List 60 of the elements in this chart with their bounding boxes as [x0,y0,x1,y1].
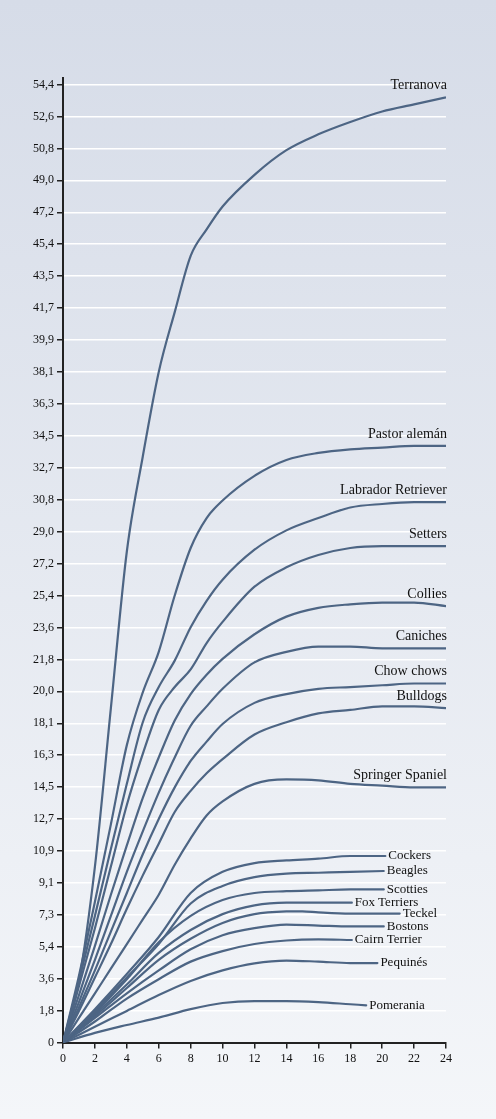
y-tick-label: 10,9 [33,843,54,858]
series-label: Labrador Retriever [340,481,448,497]
y-tick-label: 36,3 [33,395,54,410]
y-tick-label: 34,5 [33,428,54,443]
x-tick-label: 18 [344,1050,357,1065]
series-label: Caniches [395,627,447,643]
y-tick-label: 3,6 [39,970,54,985]
y-tick-label: 20,0 [33,683,54,698]
x-tick-label: 24 [440,1050,452,1065]
x-tick-label: 22 [408,1050,421,1065]
y-tick-label: 49,0 [33,172,54,187]
x-tick-label: 0 [60,1050,66,1065]
series-label: Beagles [386,862,428,878]
y-tick-label: 5,4 [39,939,54,953]
y-tick-label: 32,7 [33,459,54,474]
y-tick-label: 21,8 [33,651,54,666]
y-tick-label: 47,2 [33,204,54,219]
series-label: Collies [407,585,447,601]
x-tick-label: 10 [216,1050,229,1065]
series-label: Pastor alemán [368,425,447,441]
y-tick-label: 52,6 [33,108,54,123]
series-label: Chow chows [374,663,447,679]
y-tick-label: 25,4 [33,587,54,602]
series-label: Cockers [388,847,431,863]
y-tick-label: 14,5 [33,779,54,794]
x-tick-label: 8 [187,1050,194,1065]
y-tick-label: 29,0 [33,523,54,538]
x-tick-label: 20 [376,1050,389,1065]
y-tick-label: 38,1 [33,364,54,379]
y-tick-label: 43,5 [33,268,54,283]
y-tick-label: 41,7 [33,300,54,315]
y-tick-label: 12,7 [33,811,54,826]
y-tick-label: 0 [48,1034,54,1049]
y-tick-label: 7,3 [39,906,54,921]
y-tick-label: 16,3 [33,747,54,762]
x-tick-label: 2 [91,1050,98,1065]
series-label: Springer Spaniel [353,767,448,783]
x-tick-label: 4 [123,1050,130,1065]
y-tick-label: 23,6 [33,619,54,634]
y-tick-label: 50,8 [33,140,54,155]
series-label: Cairn Terrier [354,931,423,947]
series-label: Setters [408,525,447,541]
series-label: Bostons [386,917,429,933]
y-tick-label: 18,1 [33,715,54,730]
x-tick-label: 16 [312,1050,325,1065]
y-tick-label: 9,1 [39,875,54,890]
y-tick-label: 1,8 [39,1002,54,1017]
series-label: Scotties [386,880,428,896]
y-tick-label: 45,4 [33,236,54,251]
x-tick-label: 12 [248,1050,261,1065]
series-label: Pomerania [369,996,426,1012]
x-tick-label: 6 [155,1050,162,1065]
series-label: Pequinés [380,954,428,970]
x-tick-label: 14 [280,1050,293,1065]
y-tick-label: 27,2 [33,555,54,570]
y-tick-label: 54,4 [33,76,54,91]
y-tick-label: 39,9 [33,332,54,347]
series-label: Bulldogs [396,687,447,703]
series-label: Terranova [390,77,448,93]
y-tick-label: 30,8 [33,491,54,506]
